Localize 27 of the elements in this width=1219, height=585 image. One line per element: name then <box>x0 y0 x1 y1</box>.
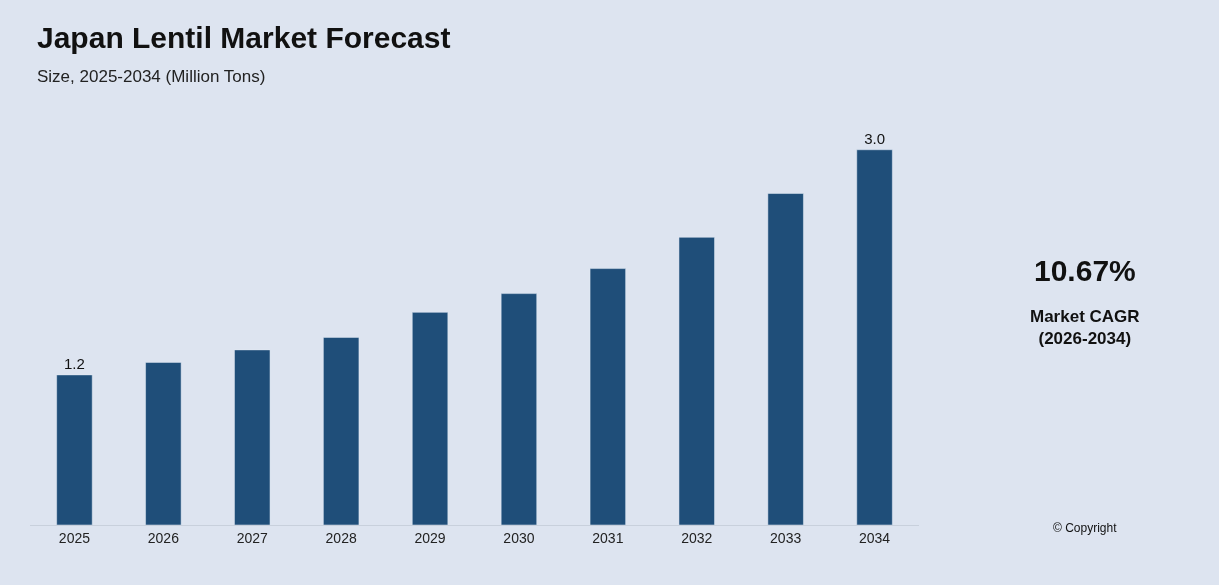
x-tick-label: 2034 <box>858 529 891 546</box>
bar <box>589 268 626 525</box>
bar <box>145 362 182 525</box>
data-label: 3.0 <box>864 129 885 147</box>
bar <box>678 237 715 525</box>
bar <box>323 337 360 525</box>
chart-subtitle: Size, 2025-2034 (Million Tons) <box>37 67 266 86</box>
bar <box>234 349 271 525</box>
x-tick-label: 2033 <box>770 529 802 546</box>
bar <box>56 374 93 525</box>
data-label: 1.2 <box>64 354 85 372</box>
x-tick-label: 2028 <box>325 529 357 546</box>
chart-title: Japan Lentil Market Forecast <box>37 21 451 54</box>
x-tick-label: 2032 <box>681 529 713 546</box>
x-tick-label: 2025 <box>58 529 91 546</box>
text: 10.67% <box>1034 254 1136 287</box>
x-tick-label: 2026 <box>147 529 180 546</box>
bar <box>500 293 537 525</box>
text: Market CAGR (2026-2034) <box>1030 307 1140 349</box>
text: © Copyright <box>1053 521 1118 535</box>
x-tick-label: 2030 <box>503 529 535 546</box>
x-tick-label: 2029 <box>414 529 446 546</box>
bar <box>856 149 893 525</box>
bar <box>767 193 804 525</box>
bar <box>412 312 449 525</box>
x-tick-label: 2027 <box>236 529 269 546</box>
x-tick-label: 2031 <box>592 529 624 546</box>
